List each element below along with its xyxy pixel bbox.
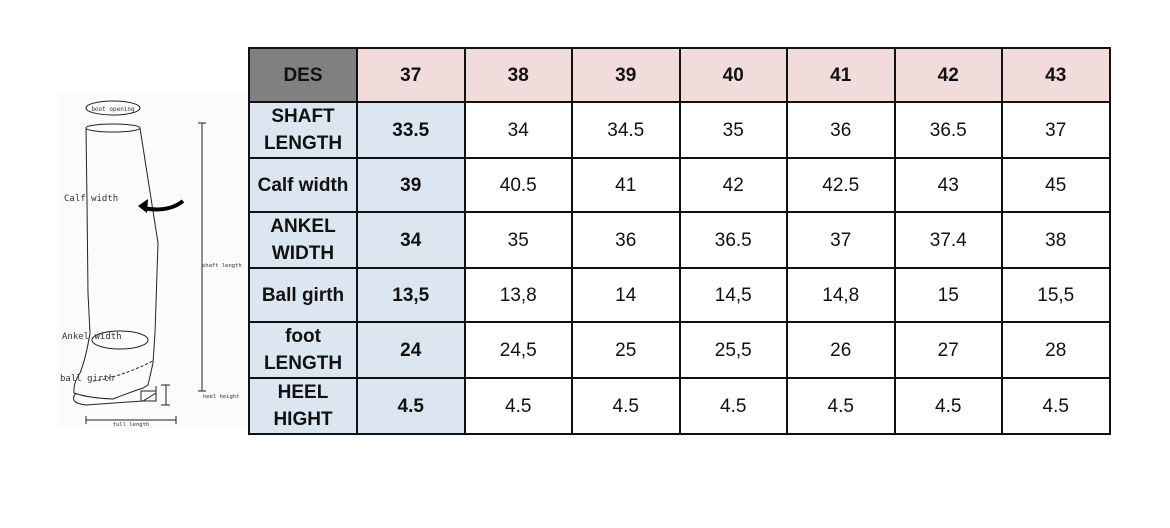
- size-header: 42: [893, 47, 1003, 103]
- table-row: foot LENGTH 24 24,5 25 25,5 26 27 28: [248, 321, 1111, 379]
- value-cell: 4.5: [678, 377, 788, 435]
- ankel-width-callout: [91, 330, 149, 350]
- value-cell: 13,8: [463, 267, 573, 323]
- calf-arrow-icon: [142, 199, 185, 212]
- boot-opening-callout: [85, 100, 141, 116]
- value-cell: 15: [893, 267, 1003, 323]
- value-cell: 4.5: [893, 377, 1003, 435]
- value-cell: 26: [786, 321, 896, 379]
- value-cell: 36: [786, 101, 896, 159]
- size-header: 39: [571, 47, 681, 103]
- row-label: SHAFT LENGTH: [248, 101, 358, 159]
- heel-height-label: heel height: [203, 394, 239, 400]
- size-header: 38: [463, 47, 573, 103]
- value-cell: 15,5: [1001, 267, 1111, 323]
- value-cell: 34: [356, 211, 466, 269]
- value-cell: 14: [571, 267, 681, 323]
- value-cell: 4.5: [571, 377, 681, 435]
- value-cell: 13,5: [356, 267, 466, 323]
- value-cell: 42.5: [786, 157, 896, 213]
- table-row: Ball girth 13,5 13,8 14 14,5 14,8 15 15,5: [248, 267, 1111, 323]
- value-cell: 4.5: [1001, 377, 1111, 435]
- value-cell: 4.5: [786, 377, 896, 435]
- value-cell: 35: [678, 101, 788, 159]
- size-header: 43: [1001, 47, 1111, 103]
- ankel-width-label: Ankel width: [62, 332, 122, 342]
- header-row: DES 37 38 39 40 41 42 43: [248, 47, 1111, 103]
- row-label: ANKEL WIDTH: [248, 211, 358, 269]
- full-length-label: full length: [113, 422, 149, 428]
- value-cell: 34: [463, 101, 573, 159]
- size-header: 40: [678, 47, 788, 103]
- value-cell: 25,5: [678, 321, 788, 379]
- ball-girth-label: ball girth: [60, 374, 114, 384]
- shaft-length-label: shaft length: [202, 263, 242, 269]
- row-label: Ball girth: [248, 267, 358, 323]
- value-cell: 28: [1001, 321, 1111, 379]
- boot-measurement-diagram: boot opening Calf width shaft length Ank…: [58, 93, 248, 428]
- size-chart-table: DES 37 38 39 40 41 42 43 SHAFT LENGTH 33.5 34 34.…: [248, 47, 1111, 435]
- value-cell: 25: [571, 321, 681, 379]
- value-cell: 24,5: [463, 321, 573, 379]
- row-label: Calf width: [248, 157, 358, 213]
- row-label: foot LENGTH: [248, 321, 358, 379]
- value-cell: 37: [786, 211, 896, 269]
- value-cell: 42: [678, 157, 788, 213]
- value-cell: 41: [571, 157, 681, 213]
- value-cell: 36: [571, 211, 681, 269]
- value-cell: 36.5: [678, 211, 788, 269]
- size-header: 41: [786, 47, 896, 103]
- value-cell: 24: [356, 321, 466, 379]
- table-row: HEEL HIGHT 4.5 4.5 4.5 4.5 4.5 4.5 4.5: [248, 377, 1111, 435]
- calf-width-label: Calf width: [64, 194, 118, 204]
- value-cell: 14,8: [786, 267, 896, 323]
- table-row: SHAFT LENGTH 33.5 34 34.5 35 36 36.5 37: [248, 101, 1111, 159]
- value-cell: 38: [1001, 211, 1111, 269]
- boot-opening-label: boot opening: [91, 106, 135, 113]
- value-cell: 4.5: [356, 377, 466, 435]
- value-cell: 33.5: [356, 101, 466, 159]
- value-cell: 45: [1001, 157, 1111, 213]
- value-cell: 27: [893, 321, 1003, 379]
- value-cell: 37: [1001, 101, 1111, 159]
- size-header: 37: [356, 47, 466, 103]
- value-cell: 39: [356, 157, 466, 213]
- value-cell: 43: [893, 157, 1003, 213]
- value-cell: 34.5: [571, 101, 681, 159]
- value-cell: 36.5: [893, 101, 1003, 159]
- corner-cell: DES: [248, 47, 358, 103]
- value-cell: 35: [463, 211, 573, 269]
- value-cell: 14,5: [678, 267, 788, 323]
- table-row: ANKEL WIDTH 34 35 36 36.5 37 37.4 38: [248, 211, 1111, 269]
- table-row: Calf width 39 40.5 41 42 42.5 43 45: [248, 157, 1111, 213]
- value-cell: 37.4: [893, 211, 1003, 269]
- value-cell: 4.5: [463, 377, 573, 435]
- row-label: HEEL HIGHT: [248, 377, 358, 435]
- value-cell: 40.5: [463, 157, 573, 213]
- boot-outline: [73, 127, 159, 400]
